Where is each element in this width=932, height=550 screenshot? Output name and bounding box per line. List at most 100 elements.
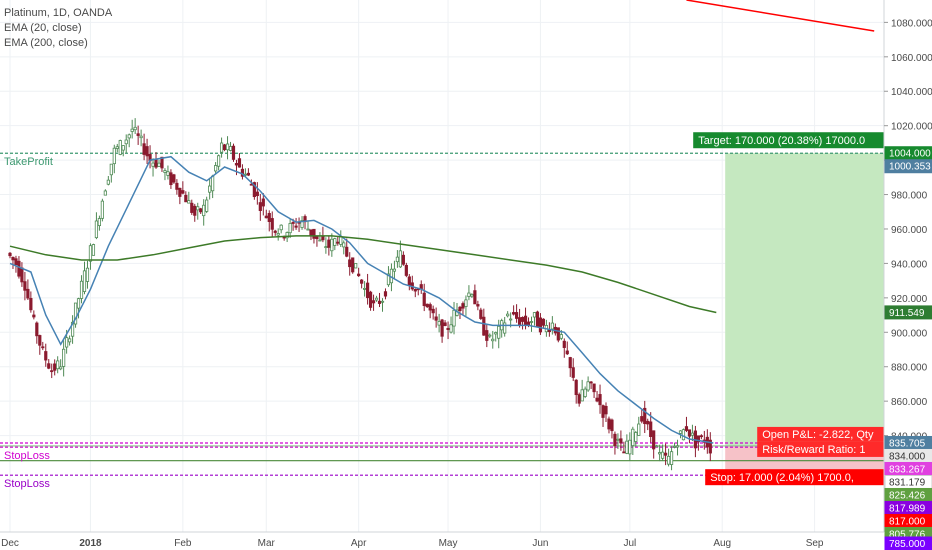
candle-body bbox=[428, 304, 432, 311]
candle-body bbox=[91, 244, 96, 256]
candle-body bbox=[574, 379, 578, 396]
candle-body bbox=[577, 394, 581, 404]
candle-body bbox=[285, 232, 289, 239]
price-label: 817.000 bbox=[889, 516, 926, 527]
candle-body bbox=[288, 223, 292, 234]
pnl-label-text: Open P&L: -2.822, Qty bbox=[762, 429, 874, 441]
stop-label: Stop: 17.000 (2.04%) 1700.0, bbox=[705, 469, 884, 486]
level-label-StopLoss_1: StopLoss bbox=[4, 450, 50, 462]
time-tick-label: 2018 bbox=[79, 538, 102, 549]
candle-body bbox=[464, 299, 468, 307]
time-tick-label: Feb bbox=[174, 538, 192, 549]
candle-body bbox=[476, 304, 480, 307]
chart-title: Platinum, 1D, OANDA bbox=[4, 7, 113, 19]
candle-body bbox=[211, 175, 215, 192]
candle-body bbox=[219, 142, 224, 153]
candle-body bbox=[208, 185, 212, 193]
candle-body bbox=[115, 146, 119, 149]
candle-body bbox=[622, 451, 626, 454]
indicator-ema-200[interactable]: EMA (200, close) bbox=[4, 37, 88, 49]
indicator-ema-20[interactable]: EMA (20, close) bbox=[4, 22, 82, 34]
candle-body bbox=[690, 432, 695, 436]
candle-body bbox=[44, 351, 48, 361]
candle-body bbox=[312, 228, 316, 239]
candle-body bbox=[309, 229, 313, 236]
candle-body bbox=[11, 256, 15, 261]
candle-body bbox=[377, 300, 382, 304]
candle-body bbox=[68, 338, 72, 343]
candle-body bbox=[452, 309, 456, 327]
candle-body bbox=[276, 233, 280, 236]
candle-body bbox=[398, 250, 402, 268]
candle-body bbox=[512, 312, 516, 315]
candle-body bbox=[8, 252, 12, 257]
target-label-text: Target: 170.000 (20.38%) 17000.0 bbox=[698, 135, 865, 147]
candle-body bbox=[401, 254, 405, 265]
time-tick-label: Mar bbox=[258, 538, 276, 549]
candle-body bbox=[118, 140, 122, 155]
candle-body bbox=[562, 340, 566, 348]
price-label: 785.000 bbox=[889, 539, 926, 550]
candle-body bbox=[422, 292, 426, 306]
candle-body bbox=[145, 146, 149, 157]
candle-body bbox=[482, 316, 486, 336]
candle-body bbox=[336, 241, 340, 244]
candle-body bbox=[613, 433, 617, 447]
candle-body bbox=[532, 312, 537, 318]
candle-body bbox=[56, 360, 60, 370]
price-tick-label: 860.000 bbox=[891, 397, 928, 408]
candle-body bbox=[509, 318, 513, 321]
candle-body bbox=[503, 322, 507, 334]
candle-body bbox=[53, 363, 57, 371]
candle-body bbox=[634, 432, 638, 442]
candle-body bbox=[640, 416, 644, 422]
candle-body bbox=[625, 440, 629, 454]
candle-body bbox=[184, 194, 188, 203]
candle-body bbox=[151, 162, 155, 167]
candle-body bbox=[363, 287, 367, 290]
candle-body bbox=[65, 337, 69, 348]
candle-body bbox=[339, 236, 343, 245]
candle-body bbox=[589, 381, 593, 384]
candle-body bbox=[583, 388, 587, 397]
candle-body bbox=[485, 330, 489, 341]
candle-body bbox=[62, 348, 66, 367]
candle-body bbox=[637, 423, 641, 436]
candle-body bbox=[342, 242, 346, 248]
candle-body bbox=[345, 246, 349, 257]
candle-body bbox=[497, 325, 501, 339]
candle-body bbox=[515, 312, 519, 319]
candle-body bbox=[50, 370, 54, 373]
candle-body bbox=[202, 204, 206, 217]
candle-body bbox=[392, 268, 397, 272]
price-label-bg bbox=[884, 305, 932, 320]
candle-body bbox=[616, 438, 620, 441]
price-label: 817.989 bbox=[889, 503, 926, 514]
candle-body bbox=[193, 205, 197, 216]
candle-body bbox=[458, 306, 462, 311]
candle-body bbox=[386, 273, 391, 286]
price-label: 825.426 bbox=[889, 490, 926, 501]
candle-body bbox=[437, 320, 441, 326]
candle-body bbox=[488, 334, 492, 337]
price-label: 1000.353 bbox=[889, 162, 931, 173]
candle-body bbox=[196, 206, 200, 211]
rr-label: Risk/Reward Ratio: 1 bbox=[757, 441, 884, 457]
pnl-label-bg bbox=[757, 426, 884, 442]
candle-body bbox=[318, 239, 322, 242]
candle-body bbox=[175, 182, 179, 190]
candle-body bbox=[449, 324, 453, 333]
candle-body bbox=[708, 439, 712, 454]
candle-body bbox=[348, 259, 352, 268]
candle-body bbox=[258, 202, 262, 211]
candle-body bbox=[494, 332, 498, 335]
level-label-TakeProfit: TakeProfit bbox=[4, 156, 53, 168]
candle-body bbox=[658, 452, 662, 455]
candle-body bbox=[520, 317, 525, 322]
candle-body bbox=[601, 405, 605, 418]
candle-body bbox=[592, 383, 596, 393]
candle-body bbox=[434, 316, 438, 321]
candle-body bbox=[47, 363, 51, 369]
